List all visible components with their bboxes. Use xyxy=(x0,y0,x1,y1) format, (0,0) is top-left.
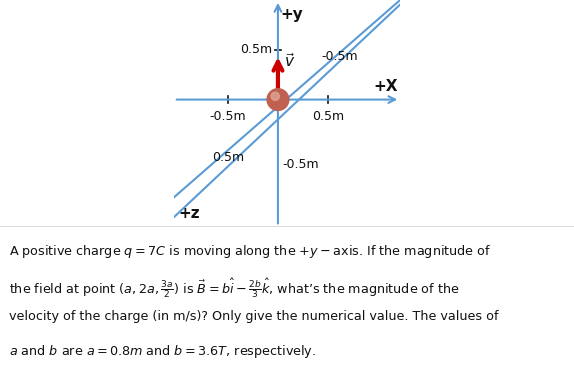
Text: +y: +y xyxy=(281,7,304,22)
Text: -0.5m: -0.5m xyxy=(282,158,319,172)
Text: 0.5m: 0.5m xyxy=(240,43,272,56)
Text: 0.5m: 0.5m xyxy=(212,151,244,164)
Text: $a$ and $b$ are $a = 0.8m$ and $b = 3.6T$, respectively.: $a$ and $b$ are $a = 0.8m$ and $b = 3.6T… xyxy=(9,343,316,360)
Text: velocity of the charge (in m/s)? Only give the numerical value. The values of: velocity of the charge (in m/s)? Only gi… xyxy=(9,310,498,323)
Text: $\vec{v}$: $\vec{v}$ xyxy=(284,52,295,70)
Text: -0.5m: -0.5m xyxy=(321,50,358,63)
Circle shape xyxy=(271,92,280,100)
Text: the field at point $(a, 2a, \frac{3a}{2})$ is $\vec{B} = b\hat{i} - \frac{2b}{3}: the field at point $(a, 2a, \frac{3a}{2}… xyxy=(9,276,459,300)
Text: -0.5m: -0.5m xyxy=(210,110,246,123)
Circle shape xyxy=(267,89,289,111)
Circle shape xyxy=(274,96,285,107)
Text: +z: +z xyxy=(179,206,200,221)
Text: A positive charge $q = 7C$ is moving along the $+y-$axis. If the magnitude of: A positive charge $q = 7C$ is moving alo… xyxy=(9,243,491,260)
Text: +X: +X xyxy=(373,79,398,94)
Text: 0.5m: 0.5m xyxy=(312,110,344,123)
